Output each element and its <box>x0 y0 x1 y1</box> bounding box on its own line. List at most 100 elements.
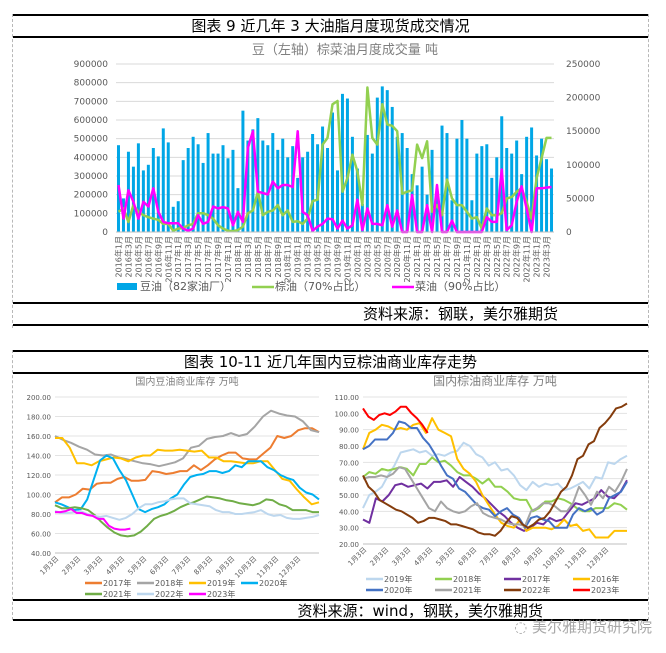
top-panel-source: 资料来源：钢联，美尔雅期货 <box>13 302 648 326</box>
svg-text:5月3日: 5月3日 <box>127 555 149 577</box>
svg-text:2017年: 2017年 <box>103 578 131 588</box>
svg-text:2021年11月: 2021年11月 <box>462 236 472 283</box>
svg-text:2023年: 2023年 <box>207 589 235 599</box>
svg-text:80.00: 80.00 <box>339 443 359 451</box>
svg-text:100000: 100000 <box>74 209 109 219</box>
svg-text:90.00: 90.00 <box>339 427 359 435</box>
svg-text:棕油（70%占比）: 棕油（70%占比） <box>275 279 365 293</box>
svg-text:30.00: 30.00 <box>339 525 359 533</box>
svg-text:2018年1月: 2018年1月 <box>233 236 243 277</box>
svg-text:11月3日: 11月3日 <box>255 555 280 580</box>
svg-text:2020年5月: 2020年5月 <box>372 236 382 277</box>
svg-text:6月3日: 6月3日 <box>149 555 171 577</box>
svg-text:20.00: 20.00 <box>339 541 359 549</box>
svg-text:2022年: 2022年 <box>522 585 550 595</box>
svg-text:2022年3月: 2022年3月 <box>482 236 492 277</box>
svg-text:4月3日: 4月3日 <box>413 546 435 568</box>
svg-text:2021年1月: 2021年1月 <box>412 236 422 277</box>
svg-text:2月3日: 2月3日 <box>369 546 391 568</box>
svg-text:200.00: 200.00 <box>27 394 52 402</box>
svg-text:7月3日: 7月3日 <box>479 546 501 568</box>
svg-text:2019年5月: 2019年5月 <box>313 236 323 277</box>
svg-text:2018年7月: 2018年7月 <box>263 236 273 277</box>
svg-text:50000: 50000 <box>566 194 595 204</box>
svg-text:40.00: 40.00 <box>31 550 51 558</box>
svg-text:0: 0 <box>566 228 572 238</box>
svg-text:2021年5月: 2021年5月 <box>432 236 442 277</box>
svg-text:国内豆油商业库存 万吨: 国内豆油商业库存 万吨 <box>135 375 238 388</box>
svg-text:200000: 200000 <box>566 94 601 104</box>
svg-text:600000: 600000 <box>74 116 109 126</box>
svg-text:11月3日: 11月3日 <box>563 546 588 571</box>
svg-text:200000: 200000 <box>74 191 109 201</box>
bottom-panel-frame: 图表 10-11 近几年国内豆棕油商业库存走势 国内豆油商业库存 万吨 40.00… <box>12 350 649 621</box>
svg-text:2018年5月: 2018年5月 <box>253 236 263 277</box>
svg-text:2019年: 2019年 <box>207 578 235 588</box>
svg-text:2019年: 2019年 <box>384 574 412 584</box>
svg-text:2022年9月: 2022年9月 <box>512 236 522 277</box>
svg-text:700000: 700000 <box>74 97 109 107</box>
svg-text:300000: 300000 <box>74 172 109 182</box>
svg-text:菜油（90%占比）: 菜油（90%占比） <box>415 279 505 293</box>
svg-text:80.00: 80.00 <box>31 511 51 519</box>
watermark: ◌ 美尔雅期货研究院 <box>514 616 652 637</box>
svg-text:2017年5月: 2017年5月 <box>193 236 203 277</box>
svg-text:12月3日: 12月3日 <box>585 546 610 571</box>
svg-text:2019年11月: 2019年11月 <box>342 236 352 283</box>
svg-text:2020年9月: 2020年9月 <box>392 236 402 277</box>
svg-text:60.00: 60.00 <box>339 476 359 484</box>
svg-text:40.00: 40.00 <box>339 508 359 516</box>
svg-text:2022年5月: 2022年5月 <box>492 236 502 277</box>
palm-oil-inventory-chart: 国内棕油商业库存 万吨 20.00 30.00 40.00 50.00 60.00 70.0… <box>335 373 628 595</box>
svg-text:2021年: 2021年 <box>453 585 481 595</box>
top-panel-frame: 图表 9 近几年 3 大油脂月度现货成交情况 豆（左轴）棕菜油月度成交量 吨 0 1… <box>12 14 649 328</box>
svg-text:0: 0 <box>102 228 108 238</box>
svg-text:140.00: 140.00 <box>27 453 52 461</box>
svg-text:2020年7月: 2020年7月 <box>382 236 392 277</box>
svg-text:100.00: 100.00 <box>27 492 52 500</box>
svg-text:2020年11月: 2020年11月 <box>402 236 412 283</box>
svg-text:2018年3月: 2018年3月 <box>243 236 253 277</box>
svg-text:2016年9月: 2016年9月 <box>153 236 163 277</box>
svg-text:2017年9月: 2017年9月 <box>213 236 223 277</box>
svg-text:2019年9月: 2019年9月 <box>332 236 342 277</box>
svg-text:2020年: 2020年 <box>259 578 287 588</box>
svg-text:2022年11月: 2022年11月 <box>522 236 532 283</box>
svg-text:2017年11月: 2017年11月 <box>223 236 233 283</box>
svg-text:8月3日: 8月3日 <box>501 546 523 568</box>
svg-text:2023年3月: 2023年3月 <box>542 236 552 277</box>
svg-text:12月3日: 12月3日 <box>277 555 302 580</box>
svg-text:2022年: 2022年 <box>155 589 183 599</box>
svg-text:50.00: 50.00 <box>339 492 359 500</box>
svg-text:60.00: 60.00 <box>31 531 51 539</box>
svg-text:8月3日: 8月3日 <box>193 555 215 577</box>
svg-text:国内棕油商业库存 万吨: 国内棕油商业库存 万吨 <box>433 373 557 388</box>
svg-text:2017年1月: 2017年1月 <box>173 236 183 277</box>
svg-text:2021年3月: 2021年3月 <box>422 236 432 277</box>
svg-text:2023年: 2023年 <box>591 585 619 595</box>
svg-text:3月3日: 3月3日 <box>391 546 413 568</box>
svg-text:2019年3月: 2019年3月 <box>303 236 313 277</box>
svg-text:500000: 500000 <box>74 135 109 145</box>
chart-title: 豆（左轴）棕菜油月度成交量 吨 <box>252 42 438 58</box>
svg-text:4月3日: 4月3日 <box>105 555 127 577</box>
soybean-oil-inventory-chart: 国内豆油商业库存 万吨 40.00 60.00 80.00 100.00 120.00 14… <box>27 375 320 599</box>
svg-text:2018年: 2018年 <box>453 574 481 584</box>
svg-text:豆油（82家油厂）: 豆油（82家油厂） <box>140 279 231 293</box>
svg-text:2020年: 2020年 <box>384 585 412 595</box>
svg-text:2016年5月: 2016年5月 <box>133 236 143 277</box>
svg-text:2022年1月: 2022年1月 <box>472 236 482 277</box>
svg-text:100000: 100000 <box>566 161 601 171</box>
svg-text:2018年11月: 2018年11月 <box>283 236 293 283</box>
svg-text:2020年1月: 2020年1月 <box>352 236 362 277</box>
svg-text:400000: 400000 <box>74 153 109 163</box>
svg-text:3月3日: 3月3日 <box>83 555 105 577</box>
svg-text:800000: 800000 <box>74 79 109 89</box>
svg-text:7月3日: 7月3日 <box>171 555 193 577</box>
svg-text:1月3日: 1月3日 <box>39 555 61 577</box>
svg-text:2016年: 2016年 <box>591 574 619 584</box>
svg-text:6月3日: 6月3日 <box>457 546 479 568</box>
svg-text:2016年1月: 2016年1月 <box>113 236 123 277</box>
wechat-icon: ◌ <box>514 618 528 636</box>
svg-text:180.00: 180.00 <box>27 414 52 422</box>
